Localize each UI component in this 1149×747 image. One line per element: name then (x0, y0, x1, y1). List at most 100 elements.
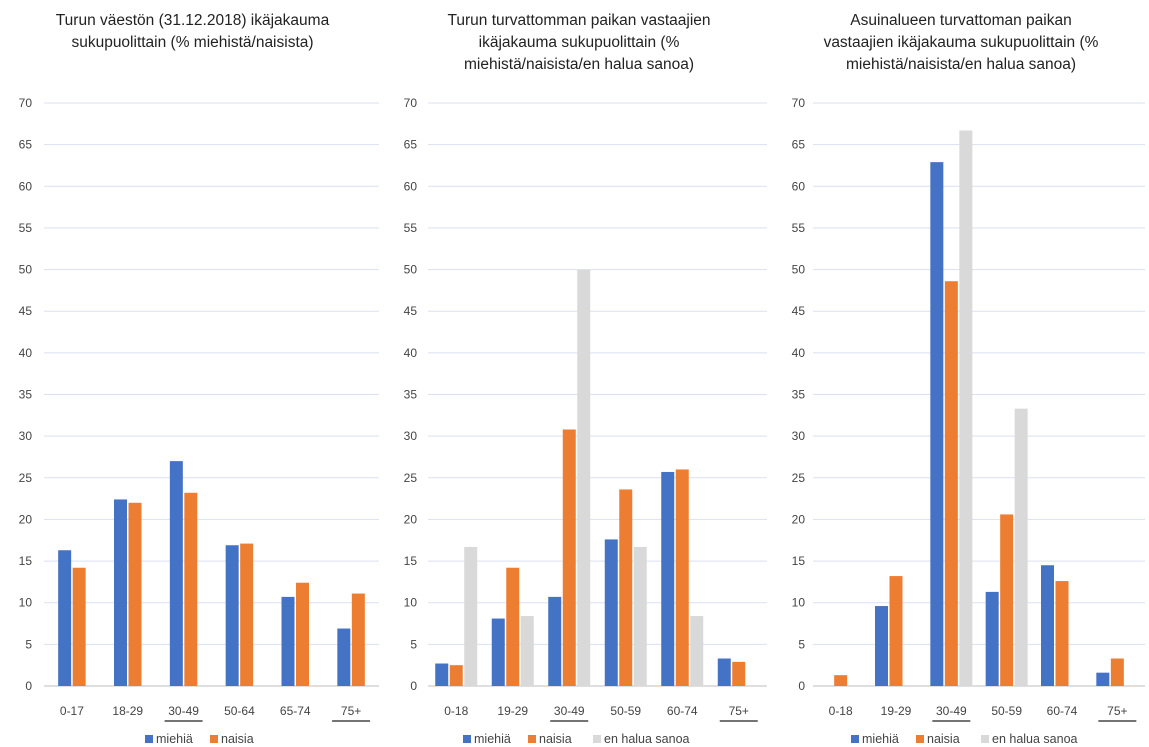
bar (959, 130, 973, 687)
bar (1096, 672, 1110, 686)
bar (577, 269, 591, 686)
y-tick-label: 10 (792, 596, 806, 610)
bar (717, 658, 731, 686)
bar (889, 576, 903, 686)
bar (491, 618, 505, 686)
bar (72, 567, 86, 686)
y-tick-label: 65 (19, 138, 33, 152)
bar (435, 663, 449, 686)
chart-panel-2: Turun turvattomman paikan vastaajien ikä… (385, 0, 773, 747)
legend-swatch (210, 735, 218, 743)
legend-label: miehiä (156, 732, 193, 746)
bar (464, 546, 478, 686)
y-tick-label: 35 (792, 388, 806, 402)
y-tick-label: 50 (792, 263, 806, 277)
y-tick-label: 70 (19, 96, 33, 110)
x-tick-label: 60-74 (1047, 704, 1078, 718)
y-tick-label: 5 (798, 637, 805, 651)
bar (604, 539, 618, 686)
y-tick-label: 60 (19, 179, 33, 193)
legend-swatch (851, 735, 859, 743)
y-tick-label: 15 (19, 554, 33, 568)
bar (1055, 581, 1069, 686)
x-tick-label: 75+ (1107, 704, 1127, 718)
bar (944, 281, 958, 686)
y-tick-label: 10 (404, 596, 418, 610)
y-tick-label: 50 (404, 263, 418, 277)
y-tick-label: 70 (404, 96, 418, 110)
chart-2: 0 5 10 15 20 25 30 35 40 45 50 55 60 65 70 0-18 19-29 30-… (404, 96, 767, 746)
y-tick-label: 10 (19, 596, 33, 610)
bar (1041, 565, 1054, 686)
y-tick-label: 55 (792, 221, 806, 235)
y-tick-label: 15 (404, 554, 418, 568)
y-tick-label: 65 (792, 138, 806, 152)
legend-swatch (593, 735, 601, 743)
bar (337, 628, 351, 686)
bar (1000, 514, 1014, 686)
legend-swatch (145, 735, 153, 743)
chart-panel-1: Turun väestön (31.12.2018) ikäjakauma su… (0, 0, 385, 747)
y-tick-label: 35 (19, 388, 33, 402)
bar (240, 543, 254, 686)
x-tick-label: 65-74 (280, 704, 311, 718)
y-tick-label: 60 (792, 179, 806, 193)
y-tick-label: 20 (19, 512, 33, 526)
y-tick-label: 30 (404, 429, 418, 443)
y-tick-label: 30 (792, 429, 806, 443)
bar (562, 429, 576, 686)
x-tick-label: 30-49 (168, 704, 199, 718)
legend-swatch (463, 735, 471, 743)
y-tick-label: 5 (25, 637, 32, 651)
y-tick-label: 50 (19, 263, 33, 277)
bar (281, 596, 295, 686)
bar (506, 567, 520, 686)
y-tick-label: 25 (404, 471, 418, 485)
bar (732, 661, 746, 686)
y-tick-label: 0 (798, 679, 805, 693)
bar (619, 489, 633, 686)
bar (351, 593, 365, 686)
y-tick-label: 20 (792, 512, 806, 526)
chart-3: 0 5 10 15 20 25 30 35 40 45 50 55 60 65 70 0-18 19-29 30-… (792, 96, 1145, 746)
legend-label: en halua sanoa (992, 732, 1078, 746)
bar (985, 591, 999, 686)
legend-swatch (981, 735, 989, 743)
x-tick-label: 75+ (729, 704, 749, 718)
y-tick-label: 40 (792, 346, 806, 360)
x-tick-label: 0-18 (829, 704, 853, 718)
bar (520, 616, 534, 686)
bar (1014, 408, 1028, 686)
bar (114, 499, 127, 686)
bar (225, 545, 239, 686)
y-tick-label: 20 (404, 512, 418, 526)
y-tick-label: 55 (19, 221, 33, 235)
bar (875, 606, 888, 686)
y-tick-label: 45 (19, 304, 33, 318)
y-tick-label: 65 (404, 138, 418, 152)
chart-title-1: Turun väestön (31.12.2018) ikäjakauma su… (55, 12, 330, 51)
y-tick-label: 55 (404, 221, 418, 235)
y-tick-label: 0 (410, 679, 417, 693)
x-tick-label: 0-17 (60, 704, 84, 718)
x-tick-label: 50-64 (224, 704, 255, 718)
x-tick-label: 0-18 (444, 704, 468, 718)
bar (58, 550, 72, 686)
y-tick-label: 15 (792, 554, 806, 568)
chart-panel-3: Asuinalueen turvattoman paikan vastaajie… (773, 0, 1149, 747)
y-tick-label: 35 (404, 388, 418, 402)
x-tick-label: 75+ (341, 704, 361, 718)
legend-label: miehiä (862, 732, 899, 746)
y-tick-label: 40 (19, 346, 33, 360)
y-tick-label: 25 (19, 471, 33, 485)
x-tick-label: 30-49 (554, 704, 585, 718)
legend-label: naisia (221, 732, 254, 746)
bar (930, 162, 944, 686)
y-tick-label: 40 (404, 346, 418, 360)
y-tick-label: 25 (792, 471, 806, 485)
bar (449, 665, 463, 686)
legend-swatch (528, 735, 536, 743)
y-tick-label: 0 (25, 679, 32, 693)
x-tick-label: 30-49 (936, 704, 967, 718)
legend-label: en halua sanoa (604, 732, 690, 746)
